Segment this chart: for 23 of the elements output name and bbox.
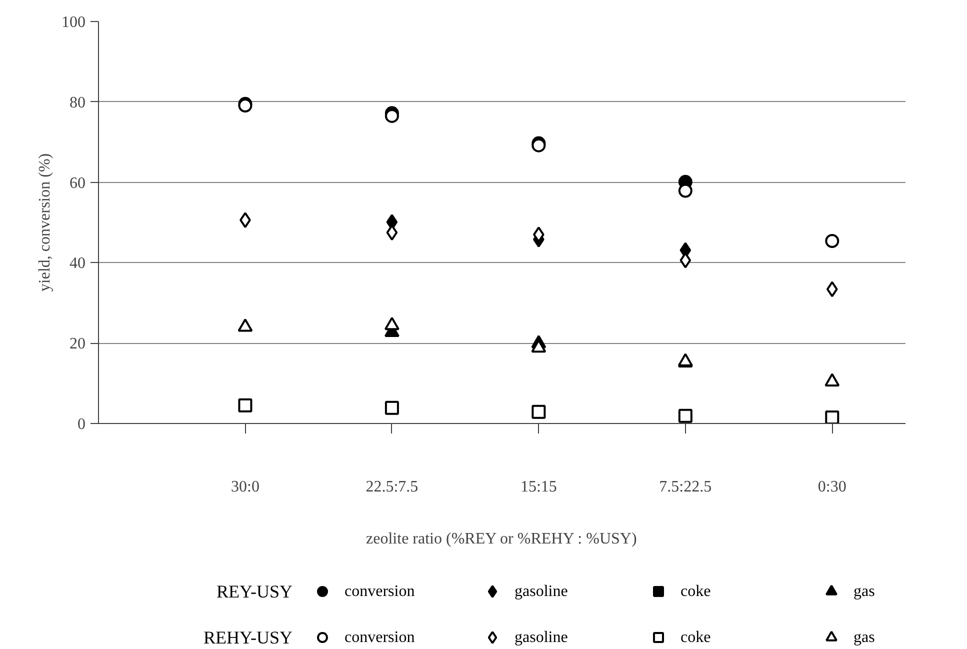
- y-tick-label: 60: [70, 174, 86, 192]
- legend-label: gasoline: [514, 583, 568, 600]
- y-tick-label: 40: [70, 255, 86, 272]
- text: REHY-USY: [203, 628, 293, 648]
- y-tick-label: 20: [70, 336, 86, 353]
- legend-label: gas: [854, 629, 875, 646]
- legend-label: conversion: [344, 583, 415, 600]
- x-tick-label: 7.5:22.5: [659, 478, 712, 496]
- legend-label: coke: [680, 583, 711, 600]
- y-axis-title: yield, conversion (%): [36, 153, 54, 292]
- x-tick-label: 30:0: [231, 478, 260, 496]
- x-tick-label: 22.5:7.5: [366, 478, 418, 496]
- text: REY-USY: [216, 582, 293, 602]
- x-axis-title: zeolite ratio (%REY or %REHY : %USY): [366, 530, 637, 548]
- legend-label: gasoline: [514, 629, 568, 646]
- x-tick-label: 15:15: [520, 478, 557, 496]
- y-tick-label: 100: [62, 14, 86, 31]
- x-tick-label: 0:30: [818, 478, 846, 496]
- y-tick-label: 0: [78, 416, 86, 433]
- legend-label: conversion: [344, 629, 415, 646]
- legend-label: gas: [854, 583, 875, 600]
- legend-label: coke: [680, 629, 711, 646]
- y-tick-label: 80: [70, 94, 86, 112]
